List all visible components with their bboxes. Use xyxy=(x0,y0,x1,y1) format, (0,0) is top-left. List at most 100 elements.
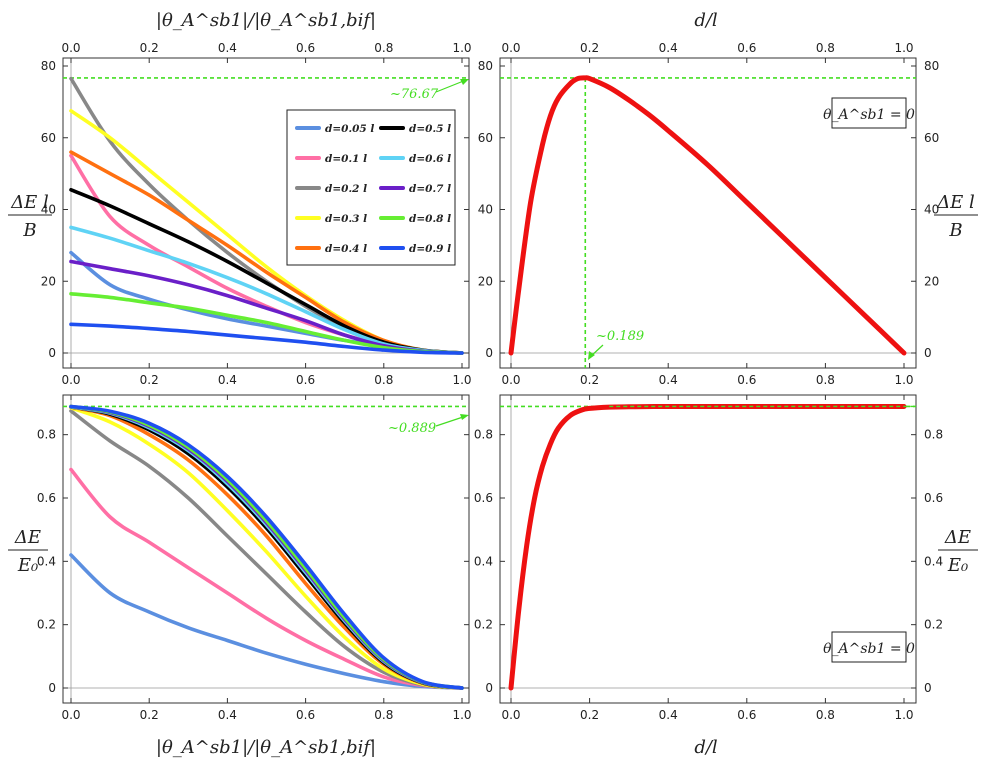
x-tick-label: 0.8 xyxy=(816,373,835,387)
y-tick-label: 0.8 xyxy=(474,428,493,442)
y-tick-label: 0.8 xyxy=(37,428,56,442)
bottom-left-axis-title: |θ_A^sb1|/|θ_A^sb1,bif| xyxy=(156,737,376,758)
panel-top-right: 0.0 0.0 0.2 0.2 0.4 0.4 0.6 0.6 0.8 0.8 1.0 1.0 0 0 20… xyxy=(478,41,940,387)
y-tick-label: 0 xyxy=(485,346,493,360)
x-tick-label-top: 0.2 xyxy=(580,41,599,55)
x-tick-label: 0.6 xyxy=(737,373,756,387)
x-tick-label: 0.8 xyxy=(374,373,393,387)
x-tick-label: 0.6 xyxy=(296,373,315,387)
x-tick-label: 0.4 xyxy=(218,708,237,722)
y-tick-label-right: 0 xyxy=(924,346,932,360)
series--a-sb1-0 xyxy=(508,75,907,356)
x-tick-label-top: 0.0 xyxy=(501,41,520,55)
series-d-0-8-l xyxy=(69,404,464,690)
y-tick-label-right: 0.6 xyxy=(924,491,943,505)
x-tick-label-top: 1.0 xyxy=(894,41,913,55)
series-d-0-9-l xyxy=(69,322,464,355)
x-tick-label: 0.2 xyxy=(580,708,599,722)
panel-bottom-left: 0.0 0.2 0.4 0.6 0.8 1.0 0 0.2 0.4 0.6 0.8 xyxy=(37,395,472,722)
condition-label-top: θ_A^sb1 = 0 xyxy=(823,107,915,123)
x-tick-label-top: 0.0 xyxy=(61,41,80,55)
x-tick-label: 0.2 xyxy=(140,708,159,722)
series-d-0-6-l xyxy=(69,405,464,690)
x-tick-label-top: 0.8 xyxy=(816,41,835,55)
x-tick-label: 0.8 xyxy=(816,708,835,722)
y-tick-label-right: 60 xyxy=(924,131,939,145)
ylabel-bottom-right-den: E₀ xyxy=(947,555,968,576)
y-tick-label: 0 xyxy=(485,681,493,695)
ylabel-bottom-left-den: E₀ xyxy=(17,555,38,576)
x-tick-label-top: 0.4 xyxy=(218,41,237,55)
y-tick-label: 20 xyxy=(478,274,493,288)
y-tick-label: 0 xyxy=(48,346,56,360)
x-tick-label: 0.0 xyxy=(61,373,80,387)
x-tick-label: 0.6 xyxy=(296,708,315,722)
y-tick-label: 80 xyxy=(41,59,56,73)
annotation-plateau: ~0.889 xyxy=(388,414,469,436)
x-tick-label: 1.0 xyxy=(894,708,913,722)
legend-label: d=0.4 l xyxy=(325,243,367,255)
legend-label: d=0.05 l xyxy=(325,123,374,135)
series-d-0-05-l xyxy=(69,553,464,690)
y-tick-label: 0.2 xyxy=(474,618,493,632)
ylabel-top-right: ΔE l B xyxy=(934,192,978,241)
x-tick-label: 0.0 xyxy=(61,708,80,722)
x-tick-label: 0.6 xyxy=(737,708,756,722)
panel-bottom-right: 0.0 0.2 0.4 0.6 0.8 1.0 0 0 0.2 0.2 0.4 0.4 0.6 0.6 0.… xyxy=(474,395,943,722)
x-tick-label: 0.4 xyxy=(218,373,237,387)
x-tick-label-top: 0.8 xyxy=(374,41,393,55)
x-tick-label-top: 0.2 xyxy=(140,41,159,55)
legend-label: d=0.3 l xyxy=(325,213,367,225)
x-tick-label: 0.0 xyxy=(501,708,520,722)
annotation-max-energy: ~76.67 xyxy=(390,79,469,102)
y-tick-label-right: 20 xyxy=(924,274,939,288)
series-d-0-3-l xyxy=(69,406,464,690)
y-tick-label-right: 0.4 xyxy=(924,554,943,568)
y-tick-label: 0.6 xyxy=(37,491,56,505)
y-tick-label: 40 xyxy=(478,203,493,217)
legend-label: d=0.5 l xyxy=(409,123,451,135)
top-right-axis-title: d/l xyxy=(694,10,718,31)
panel-frame-bottom-left xyxy=(62,394,470,704)
annotation-max-location: ~0.189 xyxy=(588,329,644,360)
y-tick-label: 0.4 xyxy=(474,554,493,568)
ylabel-bottom-right-num: ΔE xyxy=(944,527,971,548)
annotation-plateau-text: ~0.889 xyxy=(388,421,436,436)
panel-frame-top-left xyxy=(62,57,470,369)
series-d-0-5-l xyxy=(69,405,464,690)
x-tick-label-top: 0.6 xyxy=(296,41,315,55)
y-tick-label-right: 40 xyxy=(924,203,939,217)
y-tick-label: 60 xyxy=(41,131,56,145)
y-tick-label: 0.2 xyxy=(37,618,56,632)
series-d-0-8-l xyxy=(69,292,464,355)
ylabel-bottom-left-num: ΔE xyxy=(14,527,41,548)
series-d-0-2-l xyxy=(69,409,464,690)
y-tick-label: 20 xyxy=(41,274,56,288)
ylabel-bottom-right: ΔE E₀ xyxy=(938,527,978,576)
x-tick-label: 0.0 xyxy=(501,373,520,387)
y-tick-label-right: 0 xyxy=(924,681,932,695)
condition-box-top-right: θ_A^sb1 = 0 xyxy=(823,97,915,129)
legend-label: d=0.2 l xyxy=(325,183,367,195)
legend-label: d=0.7 l xyxy=(409,183,451,195)
y-tick-label: 0 xyxy=(48,681,56,695)
x-tick-label-top: 0.4 xyxy=(659,41,678,55)
panel-frame-top-right xyxy=(499,57,917,369)
ylabel-top-left-den: B xyxy=(22,220,36,241)
series-d-0-7-l xyxy=(69,404,464,690)
x-tick-label: 1.0 xyxy=(894,373,913,387)
x-tick-label: 1.0 xyxy=(452,708,471,722)
y-tick-label: 40 xyxy=(41,203,56,217)
ylabel-bottom-left: ΔE E₀ xyxy=(8,527,48,576)
bottom-right-axis-title: d/l xyxy=(694,737,718,758)
y-tick-label: 0.6 xyxy=(474,491,493,505)
x-tick-label: 0.4 xyxy=(659,708,678,722)
ylabel-top-left: ΔE l B xyxy=(8,192,52,241)
y-tick-label-right: 0.2 xyxy=(924,618,943,632)
panel-frame-bottom-right xyxy=(499,394,917,704)
y-tick-label: 80 xyxy=(478,59,493,73)
x-tick-label: 0.2 xyxy=(580,373,599,387)
ylabel-top-left-num: ΔE l xyxy=(10,192,49,213)
condition-label-bottom: θ_A^sb1 = 0 xyxy=(823,641,915,657)
annotation-max-energy-text: ~76.67 xyxy=(390,87,439,102)
